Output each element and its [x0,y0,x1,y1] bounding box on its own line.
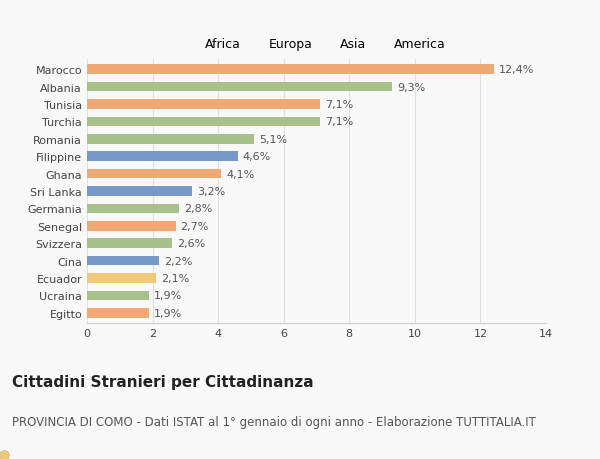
Text: 1,9%: 1,9% [154,308,182,318]
Bar [87,169,221,179]
Text: 1,9%: 1,9% [154,291,182,301]
Bar [87,65,494,75]
Text: 3,2%: 3,2% [197,187,225,196]
Bar [87,83,392,92]
Bar [87,308,149,318]
Text: Cittadini Stranieri per Cittadinanza: Cittadini Stranieri per Cittadinanza [12,374,314,389]
Text: 2,8%: 2,8% [184,204,212,214]
Bar [87,274,156,283]
Text: 2,1%: 2,1% [161,274,189,284]
Text: 2,2%: 2,2% [164,256,193,266]
Bar [87,100,320,110]
Legend: Africa, Europa, Asia, America: Africa, Europa, Asia, America [184,34,449,55]
Text: 2,6%: 2,6% [177,239,205,249]
Bar [87,222,176,231]
Text: 7,1%: 7,1% [325,100,353,110]
Text: 4,6%: 4,6% [243,152,271,162]
Text: 2,7%: 2,7% [181,221,209,231]
Bar [87,239,172,248]
Text: 9,3%: 9,3% [397,83,425,92]
Bar [87,291,149,301]
Text: 4,1%: 4,1% [226,169,254,179]
Text: 7,1%: 7,1% [325,117,353,127]
Bar [87,152,238,162]
Bar [87,135,254,144]
Bar [87,118,320,127]
Bar [87,256,159,266]
Text: 12,4%: 12,4% [499,65,534,75]
Text: 5,1%: 5,1% [259,134,287,145]
Bar [87,204,179,214]
Text: PROVINCIA DI COMO - Dati ISTAT al 1° gennaio di ogni anno - Elaborazione TUTTITA: PROVINCIA DI COMO - Dati ISTAT al 1° gen… [12,415,536,428]
Bar [87,187,192,196]
